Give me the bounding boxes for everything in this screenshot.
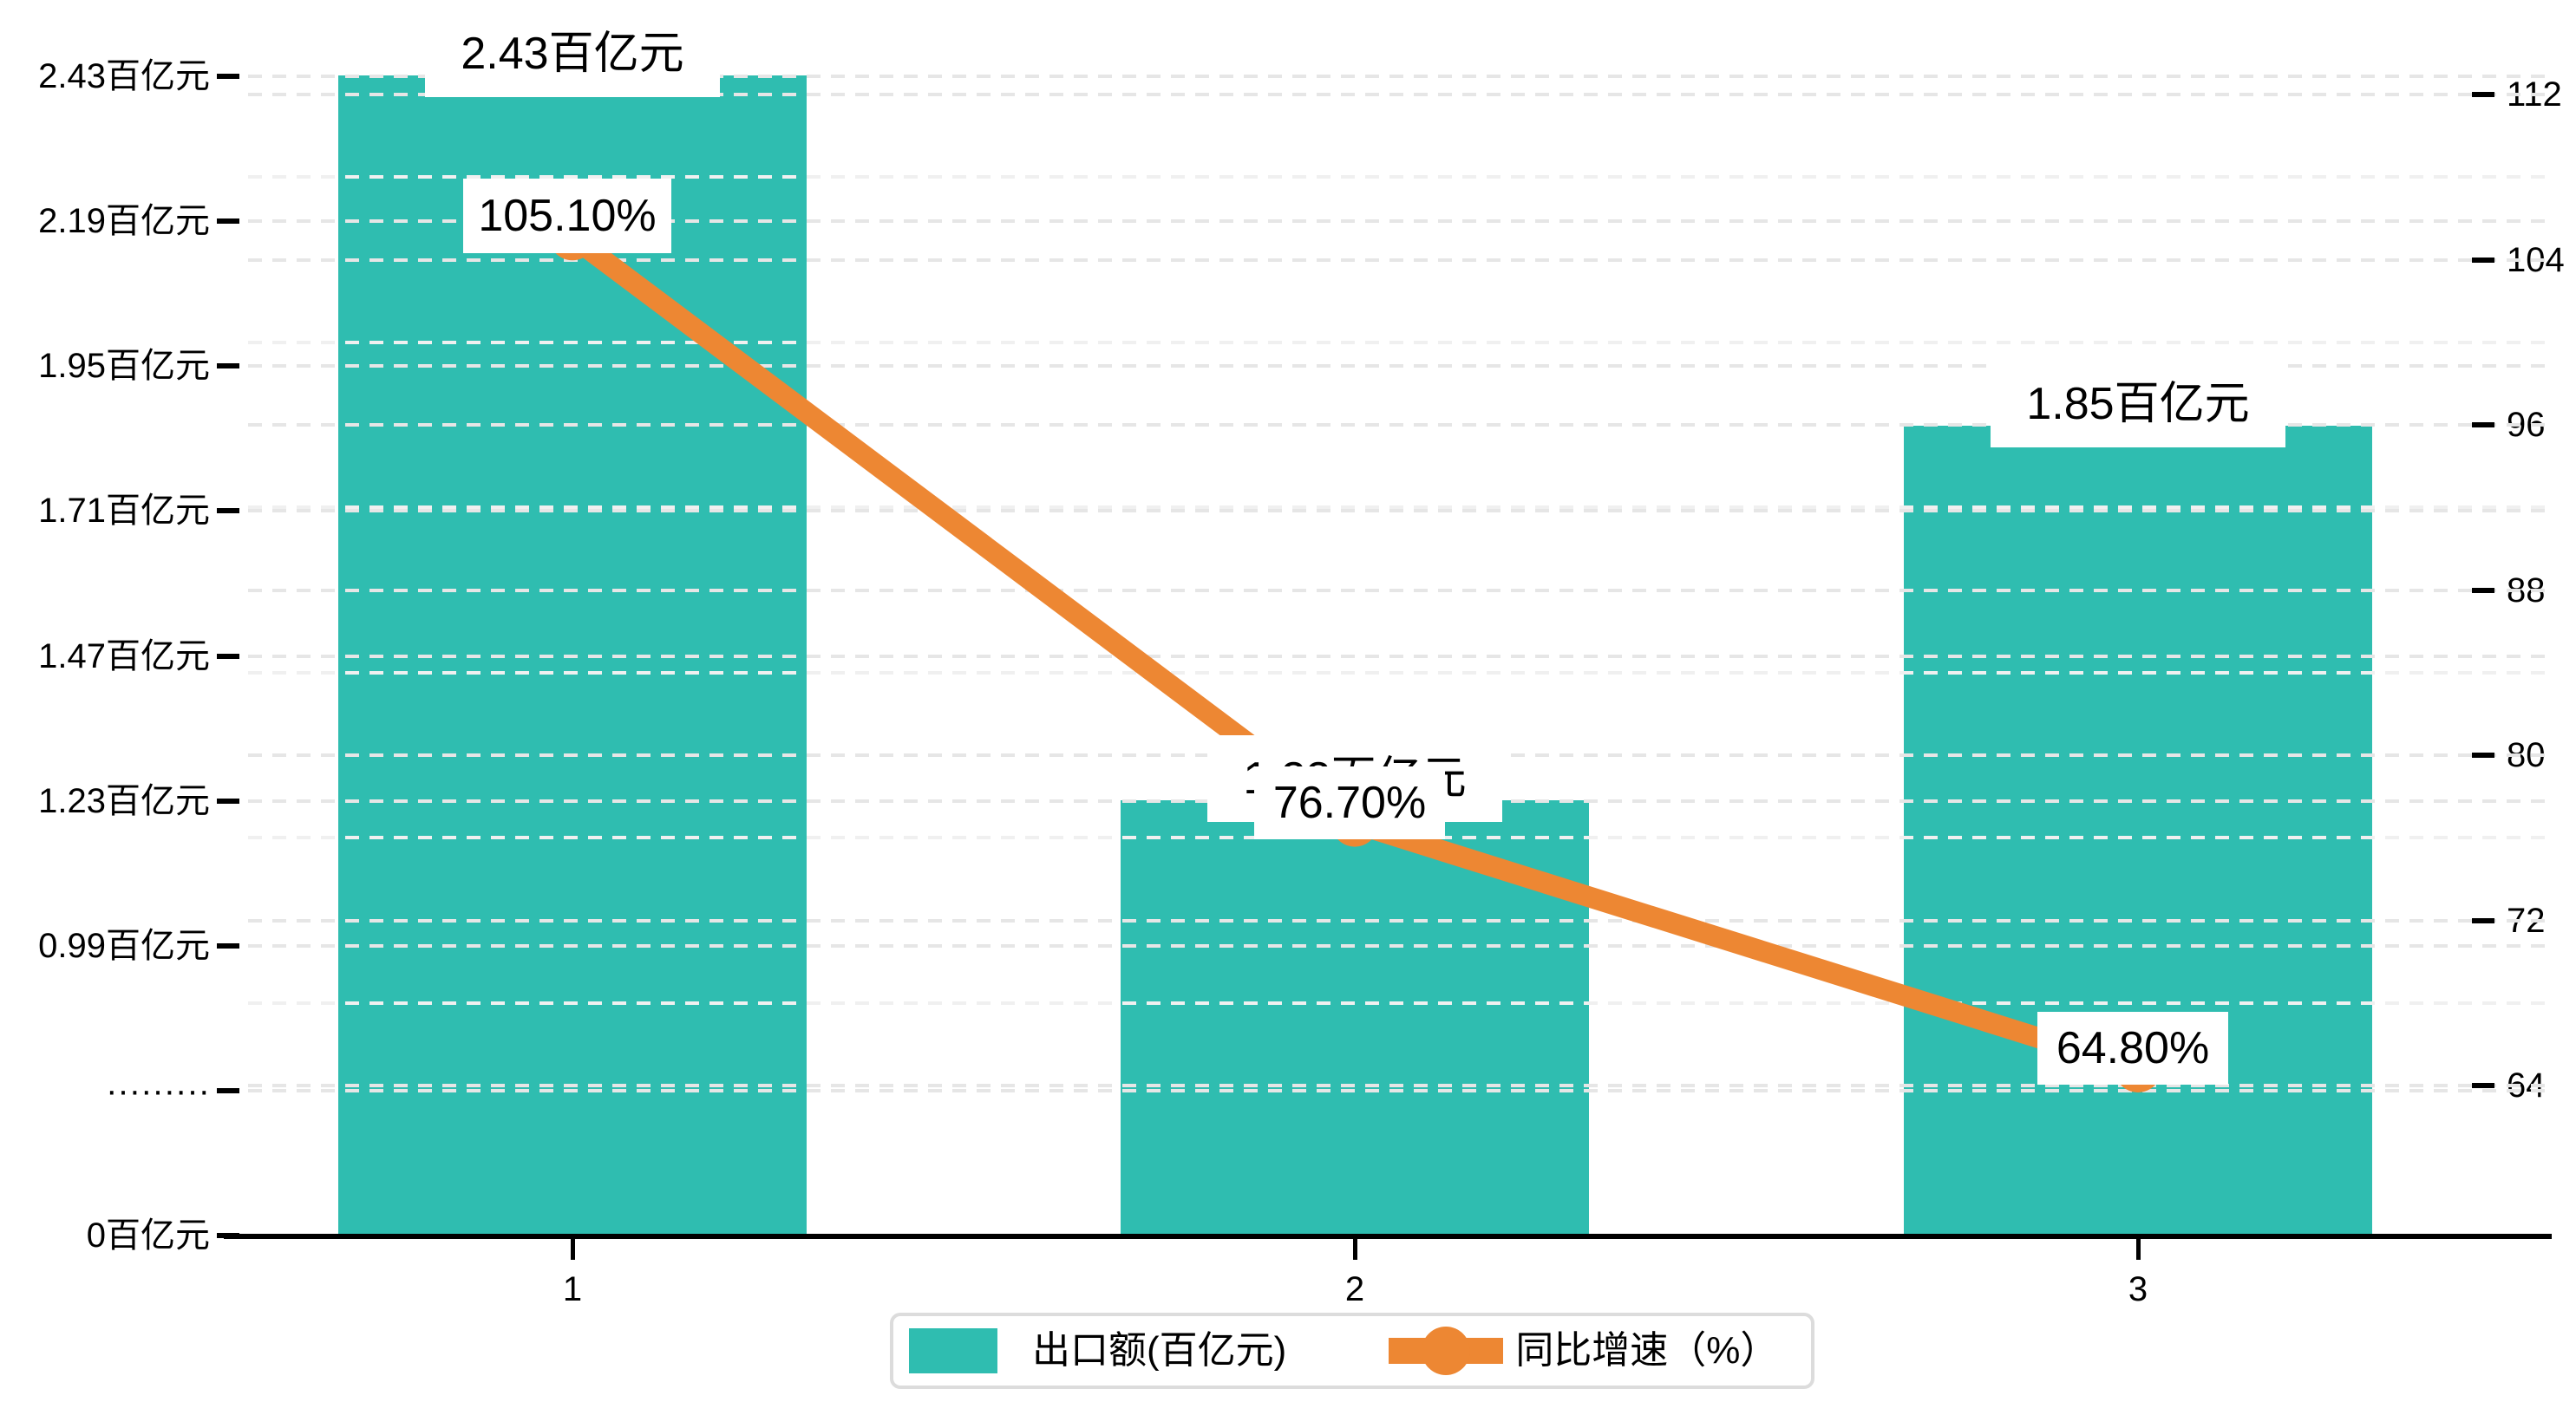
line-value-text: 76.70% [1272,777,1427,828]
growth-line [566,228,2141,1079]
left-axis-tick-label: 1.71百亿元 [38,492,210,531]
gridline-left-0 [248,75,2550,78]
legend-item-growth[interactable]: 同比增速（%） [1515,1329,1779,1372]
left-axis-tick-label: 0百亿元 [86,1216,210,1255]
left-axis-tick-mark [217,218,239,225]
line-value-text: 64.80% [2056,1022,2210,1073]
left-axis-tick-mark [217,1087,239,1093]
right-axis-tick-mark [2472,587,2494,593]
gridline-right-88 [248,588,2550,592]
gridline-left-7 [248,1088,2550,1092]
legend: 出口额(百亿元) 同比增速（%） [890,1313,1814,1389]
x-axis-tick-mark [2136,1239,2141,1260]
bar-value-label: 2.43百亿元 [425,10,720,98]
bar-category-3 [1904,426,2372,1236]
x-axis-tick-mark [571,1239,575,1260]
left-axis-tick-label: 1.23百亿元 [38,781,210,820]
gridline-right-minor-68 [248,1001,2550,1005]
x-axis-tick-mark [1353,1239,1357,1260]
left-axis-tick-mark [217,508,239,514]
x-axis-tick-label: 2 [1344,1270,1365,1308]
right-axis-tick-mark [2472,422,2494,427]
gridline-right-112 [248,93,2550,96]
legend-bar-swatch-icon [909,1328,997,1373]
right-axis-tick-mark [2472,917,2494,923]
left-axis-tick-label: 2.43百亿元 [38,57,210,95]
left-axis-tick-mark [217,798,239,804]
line-value-label: 76.70% [1254,766,1445,839]
x-axis-line [224,1234,2552,1239]
left-axis-tick-mark [217,653,239,659]
right-axis-tick-mark [2472,92,2494,97]
x-axis-tick-label: 3 [2128,1270,2148,1308]
left-axis-tick-mark [217,363,239,369]
left-axis-tick-mark [217,942,239,949]
left-axis-tick-label: 2.19百亿元 [38,202,210,241]
gridline-right-minor-92 [248,505,2550,510]
line-value-label: 105.10% [463,179,671,254]
bar-value-text: 1.85百亿元 [2026,379,2250,430]
gridline-left-2 [248,364,2550,368]
gridline-left-1 [248,219,2550,224]
gridline-left-4 [248,654,2550,658]
gridline-right-minor-84 [248,670,2550,675]
x-axis-tick-label: 1 [562,1270,583,1308]
bar-value-text: 2.43百亿元 [461,29,684,80]
gridline-left-3 [248,509,2550,513]
legend-dot-icon [1422,1327,1471,1375]
gridline-right-72 [248,918,2550,923]
right-axis-tick-mark [2472,257,2494,263]
gridline-left-6 [248,943,2550,948]
right-axis-tick-mark [2472,753,2494,758]
gridline-right-64 [248,1084,2550,1087]
left-axis-tick-label: ········· [106,1071,210,1110]
line-value-label: 64.80% [2037,1011,2228,1085]
left-axis-tick-mark [217,74,239,79]
gridline-right-minor-108 [248,175,2550,179]
gridline-right-104 [248,258,2550,262]
legend-item-export[interactable]: 出口额(百亿元) [1032,1329,1287,1372]
bar-value-label: 1.85百亿元 [1991,361,2285,448]
right-axis-tick-mark [2472,1083,2494,1088]
gridline-right-96 [248,423,2550,427]
left-axis-tick-label: 0.99百亿元 [38,926,210,965]
line-value-text: 105.10% [478,191,657,242]
left-axis-tick-label: 1.95百亿元 [38,347,210,386]
left-axis-tick-label: 1.47百亿元 [38,636,210,675]
gridline-right-minor-100 [248,340,2550,344]
legend-line-dot-icon [1389,1327,1504,1375]
